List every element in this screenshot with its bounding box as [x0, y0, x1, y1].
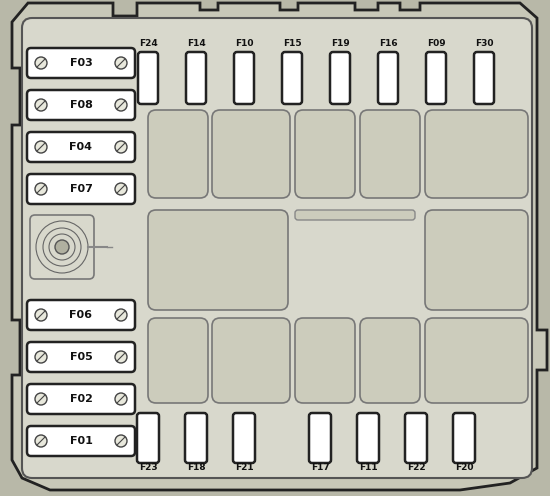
Text: F06: F06 [69, 310, 92, 320]
FancyBboxPatch shape [186, 52, 206, 104]
FancyBboxPatch shape [378, 52, 398, 104]
Circle shape [35, 393, 47, 405]
FancyBboxPatch shape [295, 210, 415, 220]
FancyBboxPatch shape [30, 215, 94, 279]
Text: F21: F21 [235, 463, 254, 473]
FancyBboxPatch shape [425, 318, 528, 403]
Text: F01: F01 [69, 436, 92, 446]
Circle shape [35, 141, 47, 153]
Circle shape [115, 393, 127, 405]
Text: F18: F18 [186, 463, 205, 473]
Circle shape [115, 351, 127, 363]
FancyBboxPatch shape [295, 110, 355, 198]
FancyBboxPatch shape [27, 132, 135, 162]
Text: F24: F24 [139, 39, 157, 48]
FancyBboxPatch shape [148, 210, 288, 310]
FancyBboxPatch shape [330, 52, 350, 104]
FancyBboxPatch shape [27, 426, 135, 456]
FancyBboxPatch shape [27, 174, 135, 204]
Text: F10: F10 [235, 39, 253, 48]
Text: F15: F15 [283, 39, 301, 48]
Text: F07: F07 [69, 184, 92, 194]
FancyBboxPatch shape [474, 52, 494, 104]
Text: F20: F20 [455, 463, 473, 473]
FancyBboxPatch shape [212, 110, 290, 198]
Circle shape [35, 99, 47, 111]
Circle shape [35, 309, 47, 321]
Text: F02: F02 [69, 394, 92, 404]
Text: F23: F23 [139, 463, 157, 473]
FancyBboxPatch shape [233, 413, 255, 463]
FancyBboxPatch shape [138, 52, 158, 104]
Text: F30: F30 [475, 39, 493, 48]
FancyBboxPatch shape [425, 210, 528, 310]
FancyBboxPatch shape [27, 384, 135, 414]
Circle shape [115, 435, 127, 447]
FancyBboxPatch shape [234, 52, 254, 104]
FancyBboxPatch shape [22, 18, 532, 478]
Text: F04: F04 [69, 142, 92, 152]
Text: F05: F05 [70, 352, 92, 362]
FancyBboxPatch shape [360, 110, 420, 198]
FancyBboxPatch shape [148, 318, 208, 403]
FancyBboxPatch shape [212, 318, 290, 403]
FancyBboxPatch shape [405, 413, 427, 463]
Circle shape [35, 183, 47, 195]
Circle shape [115, 57, 127, 69]
FancyBboxPatch shape [27, 48, 135, 78]
Text: F03: F03 [70, 58, 92, 68]
FancyBboxPatch shape [426, 52, 446, 104]
Circle shape [115, 99, 127, 111]
FancyBboxPatch shape [295, 318, 355, 403]
FancyBboxPatch shape [137, 413, 159, 463]
Text: F16: F16 [379, 39, 397, 48]
Text: F11: F11 [359, 463, 377, 473]
Circle shape [115, 183, 127, 195]
FancyBboxPatch shape [282, 52, 302, 104]
Circle shape [35, 435, 47, 447]
FancyBboxPatch shape [27, 300, 135, 330]
Circle shape [35, 57, 47, 69]
FancyBboxPatch shape [360, 318, 420, 403]
FancyBboxPatch shape [425, 110, 528, 198]
Text: F17: F17 [311, 463, 329, 473]
Circle shape [35, 351, 47, 363]
Text: F09: F09 [427, 39, 446, 48]
Text: F08: F08 [69, 100, 92, 110]
FancyBboxPatch shape [453, 413, 475, 463]
Circle shape [115, 141, 127, 153]
FancyBboxPatch shape [27, 90, 135, 120]
FancyBboxPatch shape [357, 413, 379, 463]
FancyBboxPatch shape [148, 110, 208, 198]
Polygon shape [12, 3, 547, 490]
FancyBboxPatch shape [27, 342, 135, 372]
FancyBboxPatch shape [309, 413, 331, 463]
Circle shape [55, 240, 69, 254]
Circle shape [115, 309, 127, 321]
Text: F14: F14 [186, 39, 205, 48]
Text: F22: F22 [406, 463, 425, 473]
FancyBboxPatch shape [185, 413, 207, 463]
Text: F19: F19 [331, 39, 349, 48]
